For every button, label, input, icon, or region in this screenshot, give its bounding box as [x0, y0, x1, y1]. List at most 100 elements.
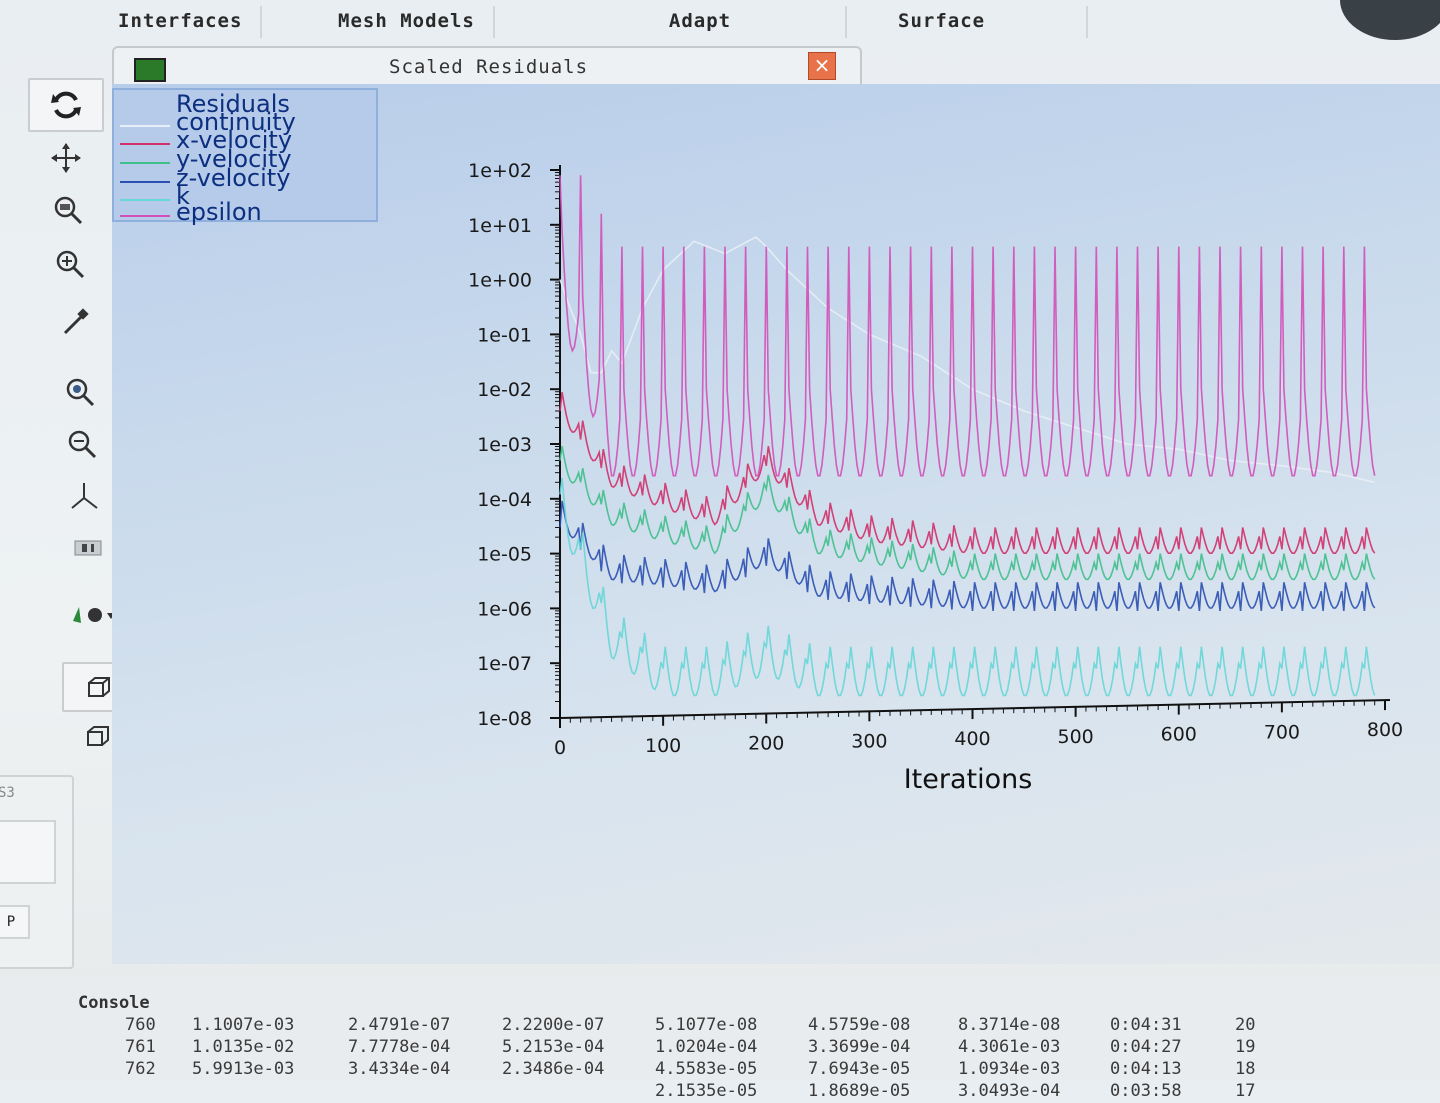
- series-line-k: [559, 477, 1376, 697]
- console-row: 2.1535e-05 1.8689e-05 3.0493e-04 0:03:58 17: [0, 1081, 1440, 1103]
- legend-label: x-velocity: [176, 126, 293, 154]
- console-cell: 3.0493e-04: [958, 1081, 1061, 1101]
- legend-item-x-velocity: x-velocity: [120, 128, 370, 152]
- probe-icon[interactable]: [56, 302, 96, 342]
- x-tick-label: 600: [1161, 724, 1197, 746]
- legend-swatch: [120, 143, 170, 145]
- legend-label: k: [176, 182, 190, 210]
- console-cell: 2.1535e-05: [655, 1081, 758, 1101]
- pan-icon[interactable]: [46, 138, 86, 178]
- console-title: Console: [78, 993, 150, 1013]
- graphics-window-tab[interactable]: Scaled Residuals ×: [112, 46, 862, 86]
- views-icon[interactable]: [68, 528, 108, 568]
- chart-legend: Residuals continuity x-velocity y-veloci…: [112, 88, 378, 226]
- x-tick-label: 100: [645, 735, 681, 757]
- side-panel-button[interactable]: P: [0, 905, 30, 939]
- menu-tab-mesh-models[interactable]: Mesh Models: [320, 6, 495, 38]
- series-line-z-velocity: [559, 500, 1376, 611]
- view-cube-alt-icon[interactable]: [78, 716, 118, 756]
- y-tick-label: 1e+00: [468, 270, 532, 292]
- menu-tab-adapt[interactable]: Adapt: [555, 6, 847, 38]
- zoom-box-icon[interactable]: [60, 372, 100, 412]
- legend-label: z-velocity: [176, 164, 291, 192]
- series-line-x-velocity: [559, 391, 1376, 554]
- x-tick-label: 500: [1057, 726, 1093, 748]
- y-tick-label: 1e-06: [477, 598, 532, 620]
- console-cell: 1.0204e-04: [655, 1037, 758, 1057]
- close-icon[interactable]: ×: [808, 52, 836, 80]
- console-cell: 7.7778e-04: [348, 1037, 451, 1057]
- console-row: 761 1.0135e-02 7.7778e-04 5.2153e-04 1.0204e…: [0, 1037, 1440, 1059]
- console-cell: 2.2200e-07: [502, 1015, 605, 1035]
- console-cell: 3.4334e-04: [348, 1059, 451, 1079]
- menu-tab-surface[interactable]: Surface: [880, 6, 1088, 38]
- console-cell: 762: [125, 1059, 156, 1079]
- y-tick-label: 1e+02: [468, 160, 532, 182]
- legend-item-z-velocity: z-velocity: [120, 166, 370, 190]
- x-tick-label: 700: [1264, 721, 1300, 743]
- console-row: 760 1.1007e-03 2.4791e-07 2.2200e-07 5.1077e…: [0, 1015, 1440, 1037]
- menu-tab-interfaces[interactable]: Interfaces: [100, 6, 263, 38]
- x-axis: [559, 699, 1391, 719]
- plot-area[interactable]: [112, 84, 1440, 964]
- console-cell: 0:04:27: [1110, 1037, 1182, 1057]
- legend-swatch: [120, 181, 170, 183]
- legend-title: Residuals: [176, 90, 290, 118]
- legend-swatch: [120, 215, 170, 217]
- x-tick-label: 800: [1367, 719, 1403, 741]
- x-tick-label: 0: [554, 737, 566, 759]
- console-cell: 7.6943e-05: [808, 1059, 911, 1079]
- series-line-y-velocity: [559, 446, 1376, 581]
- menu-bar: Interfaces Mesh Models Adapt Surface: [0, 0, 1440, 46]
- console-cell: 5.9913e-03: [192, 1059, 295, 1079]
- console-cell: 20: [1235, 1015, 1256, 1035]
- y-tick-label: 1e-01: [477, 324, 532, 346]
- y-tick-label: 1e-07: [477, 653, 532, 675]
- console-cell: 3.3699e-04: [808, 1037, 911, 1057]
- console-cell: 1.8689e-05: [808, 1081, 911, 1101]
- console-cell: 1.1007e-03: [192, 1015, 295, 1035]
- console-cell: 8.3714e-08: [958, 1015, 1061, 1035]
- console-cell: 761: [125, 1037, 156, 1057]
- legend-label: continuity: [176, 108, 296, 136]
- console-cell: 19: [1235, 1037, 1256, 1057]
- residuals-chart: 1e+02 1e+01 1e+00 1e-01 1e-02 1e-03 1e-04 1e-05…: [468, 160, 1403, 795]
- zoom-in-icon[interactable]: [50, 244, 90, 284]
- rotate-icon[interactable]: [28, 78, 104, 132]
- console-cell: 4.5759e-08: [808, 1015, 911, 1035]
- window-icon: [134, 58, 166, 82]
- x-tick-label: 200: [748, 733, 784, 755]
- console-cell: 17: [1235, 1081, 1256, 1101]
- console-cell: 4.3061e-03: [958, 1037, 1061, 1057]
- console-cell: 0:03:58: [1110, 1081, 1182, 1101]
- zoom-out-icon[interactable]: [62, 424, 102, 464]
- legend-item-continuity: continuity: [120, 110, 370, 134]
- console-cell: 1.0934e-03: [958, 1059, 1061, 1079]
- legend-label: epsilon: [176, 198, 262, 226]
- console-cell: 0:04:13: [1110, 1059, 1182, 1079]
- console-cell: 5.2153e-04: [502, 1037, 605, 1057]
- y-tick-label: 1e-08: [477, 708, 532, 730]
- y-tick-label: 1e-05: [477, 544, 532, 566]
- console-cell: 4.5583e-05: [655, 1059, 758, 1079]
- legend-swatch: [120, 162, 170, 164]
- x-tick-label: 400: [954, 728, 990, 750]
- side-panel-label: S3: [0, 785, 15, 801]
- legend-swatch: [120, 199, 170, 201]
- series-line-epsilon: [559, 175, 1376, 477]
- x-axis-title: Iterations: [904, 764, 1033, 795]
- console-cell: 1.0135e-02: [192, 1037, 295, 1057]
- axes-icon[interactable]: [64, 476, 104, 516]
- y-tick-label: 1e-02: [477, 379, 532, 401]
- legend-swatch: [120, 125, 170, 127]
- side-panel-inner: [0, 820, 56, 884]
- legend-item-k: k: [120, 184, 370, 208]
- zoom-fit-icon[interactable]: [48, 190, 88, 230]
- console-panel: Console 760 1.1007e-03 2.4791e-07 2.2200e-0…: [0, 975, 1440, 1101]
- legend-label: y-velocity: [176, 145, 292, 173]
- x-tick-label: 300: [851, 730, 887, 752]
- window-title: Scaled Residuals: [389, 56, 589, 78]
- y-tick-label: 1e+01: [468, 215, 532, 237]
- y-tick-label: 1e-04: [477, 489, 532, 511]
- console-cell: 2.3486e-04: [502, 1059, 605, 1079]
